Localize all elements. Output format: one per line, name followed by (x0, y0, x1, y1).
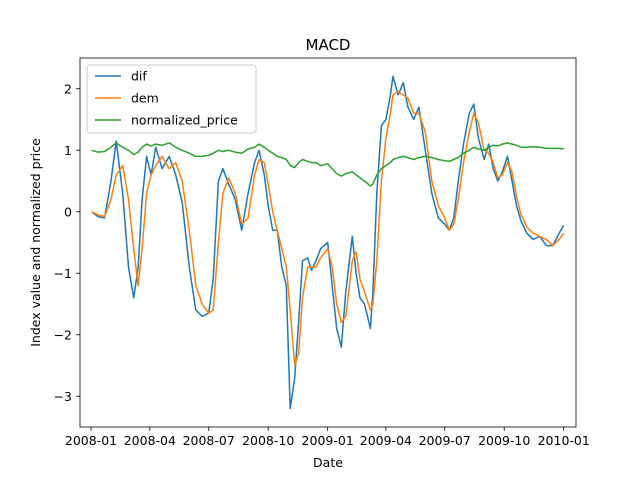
y-tick-label: −2 (54, 327, 72, 342)
x-tick-label: 2009-10 (478, 433, 530, 448)
x-tick-label: 2009-04 (360, 433, 412, 448)
series-line-normalized-price (91, 142, 564, 187)
series-line-dem (91, 91, 565, 367)
legend: dif dem normalized_price (86, 64, 257, 134)
series-line-dif (91, 75, 565, 410)
legend-label-normalized-price: normalized_price (131, 113, 238, 128)
chart-title: MACD (306, 36, 351, 54)
y-tick-label: 1 (64, 143, 72, 158)
legend-box (86, 64, 257, 134)
y-tick-label: −3 (54, 389, 72, 404)
y-tick-label: 2 (64, 81, 72, 96)
legend-label-dif: dif (131, 69, 147, 84)
x-axis-label: Date (313, 455, 343, 470)
y-axis-label: Index value and normalized price (28, 138, 43, 347)
x-tick-label: 2008-01 (65, 433, 117, 448)
series-layer (91, 75, 565, 410)
y-tick-label: 0 (64, 204, 72, 219)
y-axis: −3 −2 −1 0 1 2 (54, 81, 80, 404)
x-axis: 2008-01 2008-04 2008-07 2008-10 2009-01 2009-… (65, 427, 590, 448)
x-tick-label: 2008-07 (183, 433, 235, 448)
x-tick-label: 2008-10 (242, 433, 294, 448)
x-tick-label: 2010-01 (538, 433, 590, 448)
x-tick-label: 2008-04 (124, 433, 176, 448)
y-tick-label: −1 (54, 266, 72, 281)
x-tick-label: 2009-07 (419, 433, 471, 448)
legend-label-dem: dem (131, 91, 159, 106)
x-tick-label: 2009-01 (302, 433, 354, 448)
